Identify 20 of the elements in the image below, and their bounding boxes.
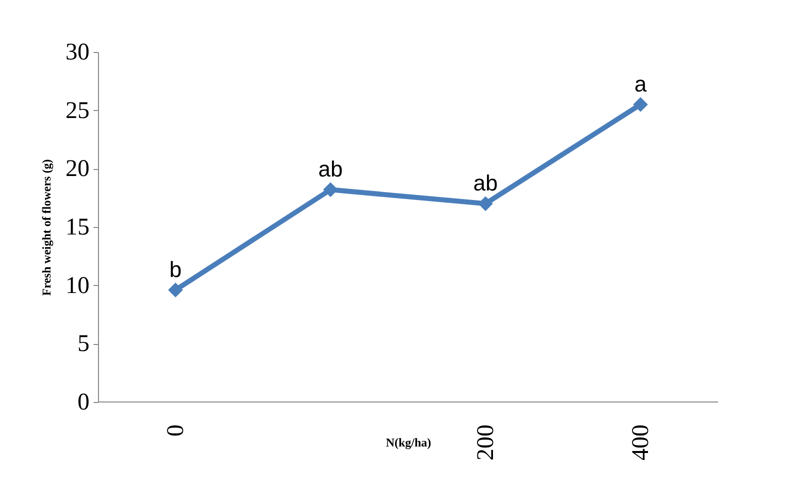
point — [168, 282, 183, 298]
y-tick-label: 20 — [66, 156, 90, 182]
data-label: b — [169, 257, 182, 282]
point — [633, 97, 648, 112]
data-label: a — [634, 72, 648, 96]
x-tick-label: 0 — [163, 424, 189, 436]
data-label: ab — [473, 170, 498, 196]
y-tick-label: 5 — [78, 331, 90, 358]
x-tick-label: 400 — [628, 424, 654, 460]
data-label: ab — [318, 156, 343, 182]
x-tick-label: 200 — [473, 424, 499, 460]
y-tick-label: 0 — [78, 390, 90, 416]
y-tick-label: 10 — [66, 272, 90, 299]
y-tick-label: 25 — [66, 98, 90, 124]
y-axis-title: Fresh weight of flowers (g) — [40, 159, 54, 296]
point — [323, 182, 338, 198]
x-axis-title: N(kg/ha) — [386, 436, 432, 450]
y-tick-label: 15 — [66, 214, 90, 240]
y-tick-label: 30 — [66, 40, 90, 66]
point — [478, 196, 493, 212]
